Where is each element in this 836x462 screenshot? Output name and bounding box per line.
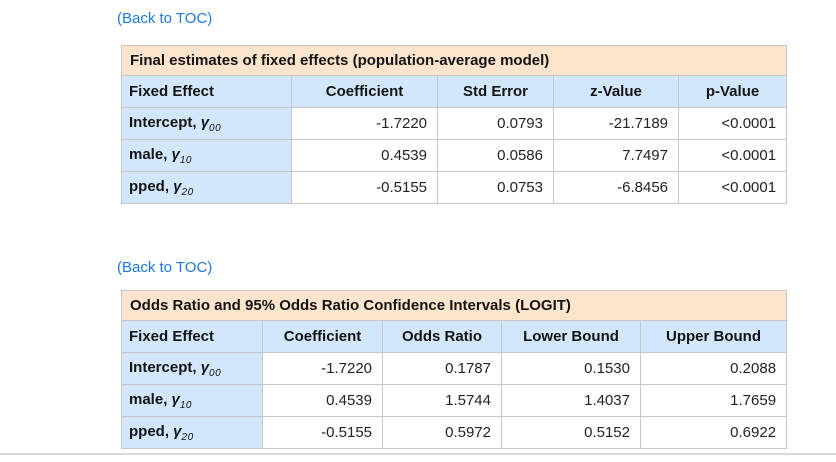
cell-value: 0.2088: [639, 352, 788, 385]
cell-value: <0.0001: [677, 107, 788, 140]
gamma-symbol: γ: [200, 113, 210, 131]
row-label-text: Intercept,: [129, 113, 197, 131]
gamma-symbol: γ: [173, 177, 182, 195]
gamma-symbol: γ: [173, 422, 182, 440]
row-label: male, γ10: [121, 384, 263, 417]
table-header-row: Fixed Effect Coefficient Odds Ratio Lowe…: [121, 320, 788, 353]
table-row: pped, γ20 -0.5155 0.0753 -6.8456 <0.0001: [121, 171, 788, 204]
column-header: Fixed Effect: [121, 75, 292, 108]
row-label-text: male,: [129, 390, 168, 408]
cell-value: 0.6922: [639, 416, 788, 449]
table-row: Intercept, γ00 -1.7220 0.1787 0.1530 0.2…: [121, 352, 788, 385]
cell-value: 0.4539: [262, 384, 383, 417]
gamma-subscript: 20: [181, 186, 194, 198]
table-caption-row: Final estimates of fixed effects (popula…: [120, 45, 788, 76]
column-header: Lower Bound: [501, 320, 641, 353]
column-header: Coefficient: [262, 320, 383, 353]
gamma-symbol: γ: [171, 390, 180, 408]
back-to-toc-link[interactable]: (Back to TOC): [117, 10, 213, 27]
cell-value: 0.0586: [437, 139, 554, 172]
cell-value: 0.5972: [382, 416, 502, 449]
cell-value: -21.7189: [553, 107, 679, 140]
gamma-subscript: 00: [209, 367, 222, 379]
cell-value: 0.1787: [382, 352, 502, 385]
row-label-text: Intercept,: [129, 358, 197, 376]
column-header: Std Error: [437, 75, 554, 108]
table-title: Final estimates of fixed effects (popula…: [120, 45, 788, 76]
cell-value: 0.1530: [501, 352, 641, 385]
row-label: male, γ10: [121, 139, 292, 172]
row-label: pped, γ20: [121, 416, 263, 449]
cell-value: 1.7659: [639, 384, 788, 417]
gamma-subscript: 00: [209, 122, 222, 134]
cell-value: 0.5152: [501, 416, 641, 449]
cell-value: 1.4037: [501, 384, 641, 417]
cell-value: -0.5155: [262, 416, 383, 449]
cell-value: 1.5744: [382, 384, 502, 417]
column-header: Upper Bound: [639, 320, 788, 353]
table-title: Odds Ratio and 95% Odds Ratio Confidence…: [120, 290, 788, 321]
column-header: Fixed Effect: [121, 320, 263, 353]
cell-value: -6.8456: [553, 171, 679, 204]
fixed-effects-table: Final estimates of fixed effects (popula…: [120, 45, 788, 204]
cell-value: 7.7497: [553, 139, 679, 172]
table-row: male, γ10 0.4539 0.0586 7.7497 <0.0001: [121, 139, 788, 172]
column-header: Coefficient: [291, 75, 438, 108]
gamma-symbol: γ: [200, 358, 210, 376]
gamma-symbol: γ: [171, 145, 180, 163]
gamma-subscript: 10: [179, 154, 192, 166]
row-label: Intercept, γ00: [121, 107, 292, 140]
bottom-divider: [0, 453, 836, 455]
back-to-toc-link[interactable]: (Back to TOC): [117, 259, 213, 276]
column-header: p-Value: [677, 75, 788, 108]
gamma-subscript: 10: [179, 399, 192, 411]
cell-value: <0.0001: [677, 139, 788, 172]
odds-ratio-table: Odds Ratio and 95% Odds Ratio Confidence…: [120, 290, 788, 449]
table-row: Intercept, γ00 -1.7220 0.0793 -21.7189 <…: [121, 107, 788, 140]
row-label: Intercept, γ00: [121, 352, 263, 385]
cell-value: -0.5155: [291, 171, 438, 204]
cell-value: -1.7220: [262, 352, 383, 385]
cell-value: 0.4539: [291, 139, 438, 172]
cell-value: -1.7220: [291, 107, 438, 140]
table-row: male, γ10 0.4539 1.5744 1.4037 1.7659: [121, 384, 788, 417]
table-caption-row: Odds Ratio and 95% Odds Ratio Confidence…: [120, 290, 788, 321]
row-label: pped, γ20: [121, 171, 292, 204]
cell-value: <0.0001: [677, 171, 788, 204]
column-header: z-Value: [553, 75, 679, 108]
column-header: Odds Ratio: [382, 320, 502, 353]
table-row: pped, γ20 -0.5155 0.5972 0.5152 0.6922: [121, 416, 788, 449]
row-label-text: pped,: [129, 422, 169, 440]
table-header-row: Fixed Effect Coefficient Std Error z-Val…: [121, 75, 788, 108]
row-label-text: pped,: [129, 177, 169, 195]
gamma-subscript: 20: [181, 431, 194, 443]
cell-value: 0.0753: [437, 171, 554, 204]
row-label-text: male,: [129, 145, 168, 163]
cell-value: 0.0793: [437, 107, 554, 140]
